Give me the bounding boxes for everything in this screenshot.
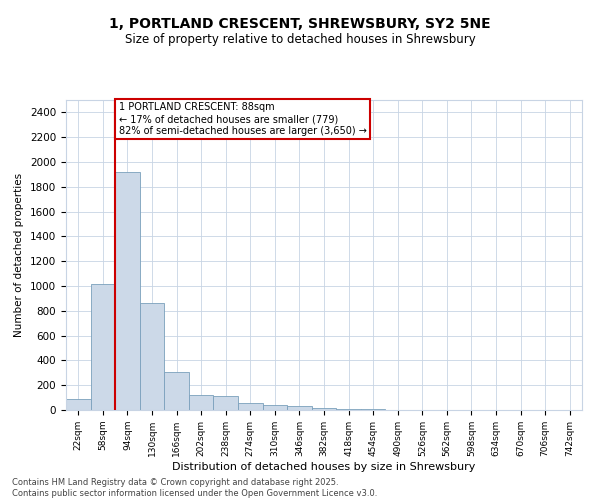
X-axis label: Distribution of detached houses by size in Shrewsbury: Distribution of detached houses by size … <box>172 462 476 471</box>
Bar <box>287 406 312 410</box>
Bar <box>164 372 189 410</box>
Bar <box>115 172 140 410</box>
Bar <box>263 405 287 410</box>
Bar <box>189 395 214 410</box>
Y-axis label: Number of detached properties: Number of detached properties <box>14 173 25 337</box>
Bar <box>66 399 91 410</box>
Text: Size of property relative to detached houses in Shrewsbury: Size of property relative to detached ho… <box>125 32 475 46</box>
Bar <box>336 409 361 410</box>
Bar <box>91 284 115 410</box>
Text: Contains HM Land Registry data © Crown copyright and database right 2025.
Contai: Contains HM Land Registry data © Crown c… <box>12 478 377 498</box>
Text: 1 PORTLAND CRESCENT: 88sqm
← 17% of detached houses are smaller (779)
82% of sem: 1 PORTLAND CRESCENT: 88sqm ← 17% of deta… <box>119 102 367 136</box>
Bar <box>140 304 164 410</box>
Bar <box>312 408 336 410</box>
Bar <box>238 402 263 410</box>
Text: 1, PORTLAND CRESCENT, SHREWSBURY, SY2 5NE: 1, PORTLAND CRESCENT, SHREWSBURY, SY2 5N… <box>109 18 491 32</box>
Bar <box>214 396 238 410</box>
